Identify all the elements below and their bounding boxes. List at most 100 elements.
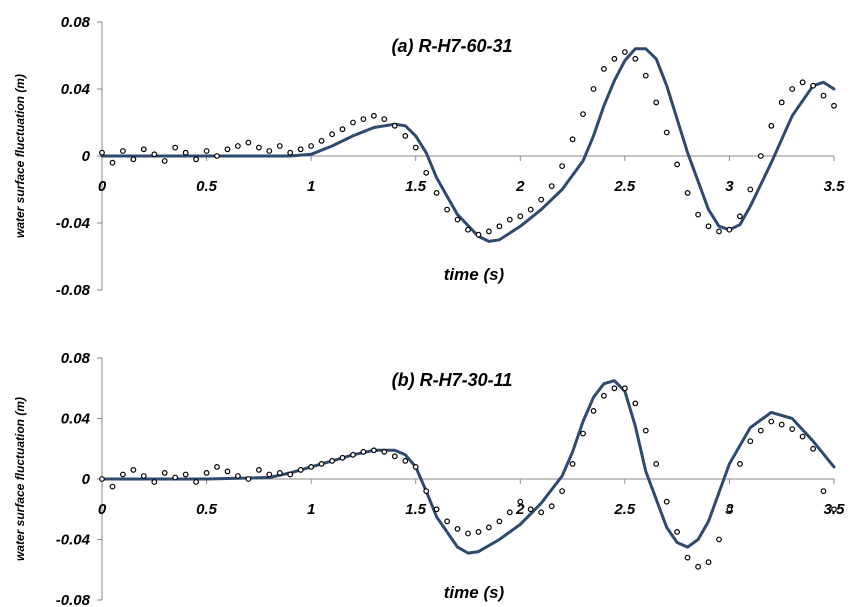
chart1-data-point	[831, 102, 837, 109]
chart2-data-point	[224, 468, 231, 475]
chart2-data-point	[663, 498, 670, 505]
chart1-data-point	[287, 149, 294, 156]
chart2-data-point	[287, 471, 294, 478]
chart1-data-point	[203, 148, 210, 154]
chart2-data-point	[726, 506, 733, 513]
chart1-data-point	[705, 223, 712, 230]
chart2-data-point	[193, 479, 200, 485]
chart1-x-tick-label: 1.5	[405, 178, 427, 195]
chart1-data-point	[161, 158, 168, 164]
chart2-data-point	[214, 464, 220, 470]
chart2-data-point	[747, 438, 754, 445]
chart2-y-tick-label: 0.08	[61, 350, 91, 367]
chart2-data-point	[172, 474, 179, 481]
chart2-data-point	[684, 554, 691, 561]
chart1-data-point	[653, 99, 660, 106]
chart1-data-point	[747, 186, 754, 193]
chart1-x-tick-label: 0.5	[196, 178, 218, 195]
chart2-data-point	[99, 476, 105, 482]
chart1-y-tick-label: 0	[82, 148, 91, 165]
chart1-data-point	[433, 189, 440, 196]
chart1-y-tick-label: -0.08	[56, 282, 91, 299]
chart1-data-point	[371, 112, 377, 119]
chart1-data-point	[444, 206, 451, 213]
chart1-data-point	[465, 226, 471, 233]
chart1-data-point	[381, 116, 388, 122]
chart1-data-point	[789, 86, 796, 92]
chart2-data-point	[820, 488, 827, 495]
chart2-data-point	[371, 447, 377, 454]
chart2-data-point	[465, 530, 471, 537]
chart1-x-tick-label: 3.5	[824, 178, 846, 195]
chart2-data-point	[423, 488, 430, 495]
chart1-y-tick-label: 0.08	[61, 14, 91, 31]
chart1-data-point	[99, 149, 105, 156]
chart1-data-point	[329, 131, 336, 138]
chart1-model-line	[100, 47, 836, 243]
chart2-x-tick-label: 1.5	[405, 501, 427, 518]
chart2-data-point	[391, 453, 398, 460]
chart2-data-point	[548, 503, 555, 510]
chart1-data-point	[475, 231, 482, 238]
chart2-x-tick-label: 2	[515, 501, 525, 518]
chart1-data-point	[172, 144, 179, 151]
chart2-data-point	[517, 498, 524, 505]
chart2-data-point	[412, 464, 419, 470]
chart1-data-point	[590, 86, 597, 92]
chart1-x-tick-label: 0	[98, 178, 107, 195]
chart1-data-point	[318, 137, 325, 144]
chart2-data-point	[475, 529, 482, 535]
chart1-data-point	[140, 146, 147, 153]
chart1-data-point	[339, 126, 346, 133]
chart1-data-point	[517, 213, 524, 220]
chart1-data-point	[716, 228, 722, 235]
chart2-data-point	[716, 536, 722, 543]
chart1-data-point	[297, 146, 304, 153]
chart2-data-point	[256, 467, 262, 473]
chart2-data-point	[182, 471, 189, 478]
chart1-data-point	[768, 122, 775, 129]
chart1-data-point	[569, 136, 576, 143]
chart2-data-point	[444, 518, 451, 525]
chart1-data-point	[527, 206, 534, 213]
chart1-data-point	[799, 79, 806, 86]
chart1-data-point	[684, 189, 691, 196]
chart1-x-tick-label: 2	[515, 178, 525, 195]
chart1-data-point	[820, 92, 827, 99]
chart1-data-point	[674, 161, 680, 168]
chart2-data-point	[329, 458, 336, 464]
chart1-y-tick-label: -0.04	[56, 215, 91, 232]
chart1-data-point	[454, 216, 461, 223]
chart1-data-point	[119, 148, 126, 154]
chart2-data-point	[245, 476, 252, 482]
chart2-data-point	[580, 430, 586, 437]
chart1-data-point	[538, 196, 545, 203]
chart1-data-point	[412, 144, 419, 151]
chart2-data-point	[757, 427, 764, 434]
chart1-data-point	[402, 132, 409, 139]
chart1-data-point	[109, 159, 116, 166]
chart1-data-point	[622, 49, 628, 55]
chart2-data-point	[778, 421, 785, 428]
chart2-data-point	[622, 385, 628, 392]
chart1-data-point	[423, 169, 430, 176]
chart2-data-point	[789, 426, 796, 433]
chart1-data-point	[559, 163, 565, 170]
chart2-data-point	[768, 418, 775, 425]
chart2-data-point	[308, 464, 315, 470]
chart2-data-point	[454, 526, 461, 532]
chart2-data-point	[674, 529, 680, 535]
chart2-data-point	[360, 448, 367, 455]
chart2-data-point	[486, 524, 492, 531]
chart1-data-point	[130, 156, 137, 163]
chart1-data-point	[151, 151, 158, 158]
chart1-data-point	[778, 99, 785, 106]
chart2-data-point	[590, 408, 597, 414]
chart2-y-tick-label: -0.08	[56, 592, 91, 607]
chart2-y-tick-label: 0.04	[61, 411, 91, 428]
chart2-data-point	[569, 461, 576, 467]
chart1-data-point	[256, 144, 262, 151]
chart2-data-point	[642, 427, 649, 434]
chart1-data-point	[506, 216, 513, 223]
